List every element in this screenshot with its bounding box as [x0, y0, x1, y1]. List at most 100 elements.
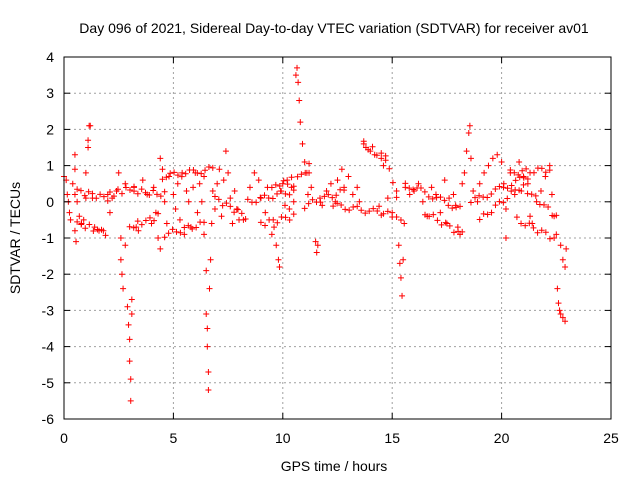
data-point	[157, 155, 164, 162]
data-point	[193, 224, 200, 231]
data-point	[202, 167, 209, 174]
y-tick-label: -6	[42, 411, 55, 427]
x-tick-label: 25	[603, 430, 619, 446]
data-point	[238, 210, 245, 217]
data-point	[384, 208, 391, 215]
data-point	[286, 191, 293, 198]
data-point	[449, 205, 456, 212]
data-point	[171, 169, 178, 176]
data-point	[467, 155, 474, 162]
data-point	[196, 180, 203, 187]
data-point	[71, 151, 78, 158]
data-point	[504, 195, 511, 202]
data-point	[131, 188, 138, 195]
data-point	[98, 226, 105, 233]
data-point	[270, 216, 277, 223]
data-point	[538, 165, 545, 172]
data-point	[203, 311, 210, 318]
data-point	[441, 197, 448, 204]
data-point	[117, 256, 124, 263]
y-tick-labels: 4 3 2 1 0 -1 -2 -3 -4 -5 -6	[42, 49, 55, 427]
y-tick-label: 4	[46, 49, 54, 65]
data-point	[459, 180, 466, 187]
data-point	[557, 242, 564, 249]
data-point	[189, 225, 196, 232]
data-point	[177, 229, 184, 236]
data-point	[286, 206, 293, 213]
data-point	[313, 249, 320, 256]
data-point	[551, 234, 558, 241]
data-point	[433, 194, 440, 201]
data-point	[86, 221, 93, 228]
data-point	[126, 336, 133, 343]
data-point	[209, 187, 216, 194]
data-point	[350, 203, 357, 210]
data-point	[201, 219, 208, 226]
data-point	[211, 193, 218, 200]
data-point	[515, 171, 522, 178]
data-point	[185, 222, 192, 229]
data-point	[534, 229, 541, 236]
data-point	[174, 180, 181, 187]
data-point	[130, 224, 137, 231]
data-point	[292, 72, 299, 79]
data-point	[441, 177, 448, 184]
data-point	[216, 166, 223, 173]
data-point	[134, 218, 141, 225]
data-point	[393, 213, 400, 220]
data-point	[97, 191, 104, 198]
data-point	[82, 169, 89, 176]
data-point	[82, 195, 89, 202]
data-point	[211, 206, 218, 213]
data-point	[397, 216, 404, 223]
data-point	[194, 209, 201, 216]
data-point	[166, 173, 173, 180]
data-point	[122, 242, 129, 249]
data-point	[520, 181, 527, 188]
data-point	[500, 199, 507, 206]
data-point	[378, 150, 385, 157]
data-point	[205, 368, 212, 375]
data-point	[294, 64, 301, 71]
data-point	[397, 274, 404, 281]
data-point	[334, 200, 341, 207]
data-point	[74, 186, 81, 193]
data-point	[69, 180, 76, 187]
data-point	[155, 235, 162, 241]
data-point	[519, 167, 526, 174]
data-point	[294, 173, 301, 180]
data-point	[488, 191, 495, 198]
data-point	[438, 221, 445, 228]
data-point	[450, 229, 457, 236]
data-point	[64, 191, 71, 198]
data-point	[167, 170, 174, 177]
data-point	[126, 358, 133, 365]
data-point	[530, 169, 537, 176]
data-point	[115, 169, 122, 176]
data-point	[463, 148, 470, 155]
y-tick-label: 3	[46, 85, 54, 101]
data-point	[540, 201, 547, 208]
data-point	[325, 191, 332, 198]
y-tick-label: 2	[46, 121, 54, 137]
x-tick-label: 10	[275, 430, 291, 446]
data-point	[71, 191, 78, 198]
data-point	[170, 191, 177, 198]
data-point	[231, 187, 238, 194]
data-point	[445, 202, 452, 209]
data-point	[365, 146, 372, 153]
data-point	[122, 184, 129, 191]
data-point	[207, 256, 214, 263]
data-point	[181, 224, 188, 231]
data-point	[323, 187, 330, 194]
data-point	[434, 217, 441, 224]
data-point	[329, 194, 336, 201]
data-point	[395, 242, 402, 249]
data-point	[349, 191, 356, 198]
data-point	[82, 225, 89, 232]
data-point	[393, 194, 400, 201]
data-point	[542, 229, 549, 236]
data-point	[333, 192, 340, 199]
data-points	[61, 64, 570, 404]
data-point	[128, 311, 135, 318]
